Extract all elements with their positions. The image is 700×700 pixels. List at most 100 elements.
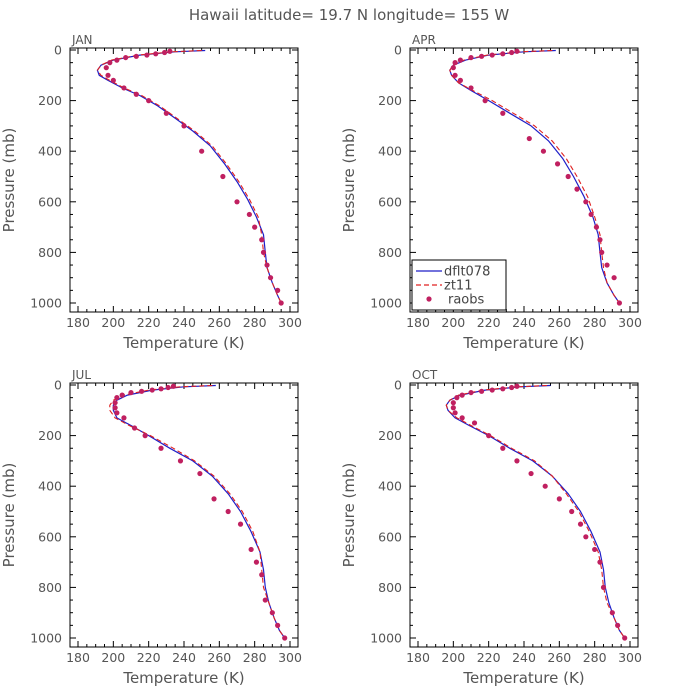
x-axis-label: Temperature (K) xyxy=(122,669,244,687)
x-tick-label: 240 xyxy=(172,650,196,665)
data-point xyxy=(103,65,109,71)
y-tick-label: 800 xyxy=(38,245,62,260)
data-point xyxy=(615,622,621,628)
data-point xyxy=(197,470,203,477)
x-tick-label: 200 xyxy=(441,315,465,330)
y-tick-label: 400 xyxy=(378,479,402,494)
data-point xyxy=(479,388,485,394)
data-point xyxy=(133,91,139,97)
data-point xyxy=(459,415,465,421)
y-tick-label: 1000 xyxy=(30,631,62,646)
data-point xyxy=(611,275,617,281)
y-tick-label: 600 xyxy=(378,194,402,209)
x-tick-label: 200 xyxy=(101,315,125,330)
x-axis-label: Temperature (K) xyxy=(462,334,584,352)
legend-label-zt11: zt11 xyxy=(444,279,472,294)
x-tick-label: 180 xyxy=(66,315,90,330)
y-tick-label: 400 xyxy=(38,479,62,494)
data-point xyxy=(253,559,260,565)
x-tick-label: 280 xyxy=(243,315,267,330)
y-tick-label: 1000 xyxy=(370,631,402,646)
y-tick-label: 0 xyxy=(394,43,402,58)
x-tick-label: 220 xyxy=(137,315,161,330)
data-point xyxy=(264,262,270,268)
y-tick-label: 200 xyxy=(378,93,402,108)
data-point xyxy=(246,211,252,218)
series-raobs xyxy=(112,383,288,641)
panel-jul: JUL 180 200 220 240 260 280 300 0 200 400 600 800 100… xyxy=(0,368,302,687)
data-point xyxy=(167,48,173,54)
series-line-zt11 xyxy=(109,384,286,639)
x-axis-label: Temperature (K) xyxy=(462,669,584,687)
x-tick-label: 180 xyxy=(406,650,430,665)
data-point xyxy=(500,445,506,451)
data-point xyxy=(604,262,610,268)
data-point xyxy=(105,72,111,78)
data-point xyxy=(583,534,589,540)
data-point xyxy=(114,395,120,401)
data-point xyxy=(110,77,116,83)
x-tick-label: 220 xyxy=(137,650,161,665)
panel-oct: OCT 180 200 220 240 260 280 300 0 200 400 600 800 100… xyxy=(340,368,642,687)
y-tick-label: 800 xyxy=(378,245,402,260)
data-point xyxy=(220,173,226,180)
series-line-zt11 xyxy=(445,384,626,639)
data-point xyxy=(489,52,495,58)
data-point xyxy=(158,445,164,451)
y-tick-label: 600 xyxy=(38,194,62,209)
data-point xyxy=(165,384,171,391)
data-point xyxy=(592,546,598,553)
legend-marker-raobs xyxy=(426,296,432,302)
data-point xyxy=(459,392,465,398)
data-point xyxy=(514,383,520,389)
data-point xyxy=(149,387,155,393)
x-tick-label: 240 xyxy=(172,315,196,330)
panels: JAN 180 200 220 240 260 280 300 0 200 400 600 800 100… xyxy=(0,33,642,687)
data-point xyxy=(569,508,575,515)
data-point xyxy=(128,389,134,396)
data-point xyxy=(269,610,275,616)
data-point xyxy=(500,110,506,116)
panel-label: JUL xyxy=(71,368,91,382)
data-point xyxy=(112,400,118,406)
data-point xyxy=(123,54,129,61)
data-point xyxy=(163,110,169,116)
data-point xyxy=(574,186,580,192)
data-point xyxy=(565,173,571,180)
data-point xyxy=(554,161,561,167)
figure-title: Hawaii latitude= 19.7 N longitude= 155 W xyxy=(189,6,509,24)
y-tick-label: 800 xyxy=(378,580,402,595)
data-point xyxy=(583,199,589,205)
y-axis-label: Pressure (mb) xyxy=(340,463,358,568)
x-tick-label: 260 xyxy=(547,650,571,665)
data-point xyxy=(121,85,127,91)
data-point xyxy=(597,237,603,243)
data-point xyxy=(509,49,515,56)
data-point xyxy=(500,386,506,392)
data-point xyxy=(509,384,515,391)
y-axis-label: Pressure (mb) xyxy=(340,128,358,233)
data-point xyxy=(514,458,520,464)
x-tick-label: 300 xyxy=(278,650,302,665)
y-tick-label: 1000 xyxy=(370,296,402,311)
data-point xyxy=(278,300,284,306)
series-raobs xyxy=(450,48,623,306)
data-point xyxy=(121,415,127,421)
data-point xyxy=(139,388,145,394)
data-point xyxy=(225,508,231,515)
data-point xyxy=(454,395,460,401)
data-point xyxy=(133,53,139,59)
x-tick-label: 280 xyxy=(583,315,607,330)
panel-label: APR xyxy=(412,33,436,47)
x-tick-label: 240 xyxy=(512,315,536,330)
y-tick-label: 0 xyxy=(394,378,402,393)
data-point xyxy=(479,53,485,59)
series-line-dflt078 xyxy=(445,384,626,639)
y-tick-label: 800 xyxy=(38,580,62,595)
data-point xyxy=(161,49,168,56)
y-tick-label: 200 xyxy=(378,428,402,443)
x-tick-label: 300 xyxy=(278,315,302,330)
data-point xyxy=(107,60,113,66)
